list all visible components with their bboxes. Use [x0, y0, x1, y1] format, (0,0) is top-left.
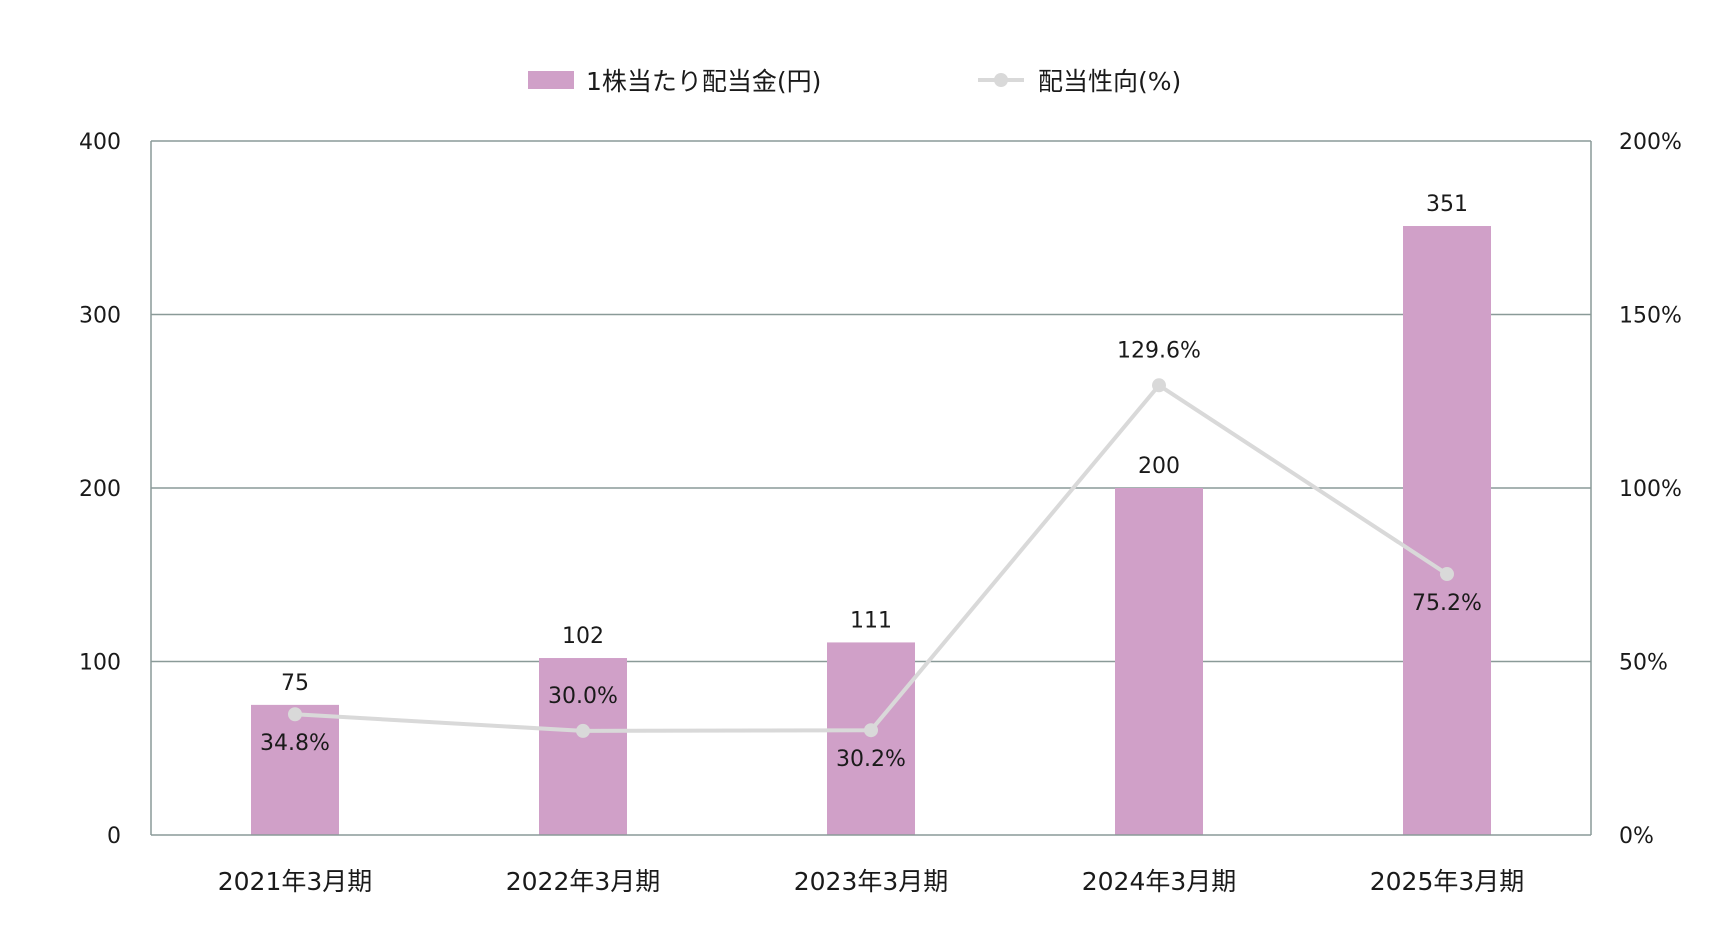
data-labels: 75 102 111 200 351 34.8% 30.0% 30.2% 129.6% 75.2%: [260, 192, 1482, 772]
y-tick-right: 200%: [1619, 130, 1682, 155]
legend-label-dividend: 1株当たり配当金(円): [586, 67, 821, 96]
bar-2023年3月期: [827, 642, 915, 835]
x-tick-label: 2022年3月期: [506, 867, 661, 896]
y-tick-right: 150%: [1619, 304, 1682, 329]
bar-2025年3月期: [1403, 226, 1491, 835]
bar-value-label: 200: [1138, 454, 1180, 479]
x-tick-label: 2025年3月期: [1370, 867, 1525, 896]
x-tick-label: 2021年3月期: [218, 867, 373, 896]
payout-value-label: 30.0%: [548, 684, 618, 709]
legend-label-payout: 配当性向(%): [1038, 67, 1181, 96]
y-tick-left: 200: [79, 477, 121, 502]
bar-value-label: 351: [1426, 192, 1468, 217]
y-tick-right: 100%: [1619, 477, 1682, 502]
payout-line: [288, 378, 1454, 738]
payout-value-label: 30.2%: [836, 747, 906, 772]
payout-point: [864, 723, 878, 738]
payout-point: [1152, 378, 1166, 393]
y-tick-left: 100: [79, 651, 121, 676]
bar-value-label: 102: [562, 624, 604, 649]
y-tick-left: 400: [79, 130, 121, 155]
payout-value-label: 129.6%: [1117, 338, 1201, 363]
y-tick-left: 0: [107, 824, 121, 849]
payout-value-label: 34.8%: [260, 731, 330, 756]
bar-value-label: 111: [850, 608, 892, 633]
bar-2021年3月期: [251, 704, 339, 835]
y-tick-right: 50%: [1619, 651, 1668, 676]
y-tick-right: 0%: [1619, 824, 1654, 849]
gridlines: [151, 140, 1591, 663]
x-tick-label: 2023年3月期: [794, 867, 949, 896]
bar-2024年3月期: [1115, 488, 1203, 835]
axes: 0 100 200 300 400 0% 50% 100% 150% 200% 2021年3月期 20…: [79, 130, 1682, 896]
payout-value-label: 75.2%: [1412, 591, 1482, 616]
payout-point: [288, 707, 302, 722]
payout-point: [576, 723, 590, 738]
legend-swatch-dividend: [528, 71, 574, 89]
bars: [251, 226, 1491, 835]
bar-value-label: 75: [281, 671, 309, 696]
legend-swatch-payout-marker: [994, 73, 1008, 87]
bar-2022年3月期: [539, 658, 627, 835]
payout-point: [1440, 567, 1454, 582]
legend: 1株当たり配当金(円) 配当性向(%): [528, 67, 1181, 96]
y-tick-left: 300: [79, 304, 121, 329]
x-tick-label: 2024年3月期: [1082, 867, 1237, 896]
